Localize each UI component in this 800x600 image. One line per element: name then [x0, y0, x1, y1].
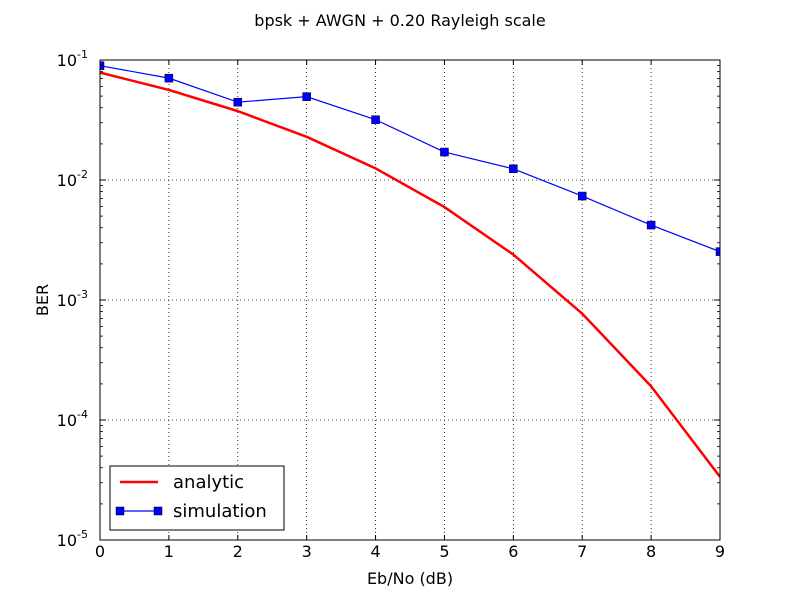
legend-marker [115, 506, 125, 516]
x-axis-label: Eb/No (dB) [367, 569, 453, 588]
series-line-analytic [100, 71, 720, 478]
series-layer [100, 61, 720, 478]
x-tick-label: 4 [370, 542, 380, 561]
data-point-simulation [371, 115, 380, 124]
legend-label-analytic: analytic [173, 472, 244, 493]
data-point-simulation [440, 147, 449, 157]
data-point-simulation [646, 220, 656, 230]
y-tick-label: 10-3 [57, 288, 88, 310]
x-tick-label: 7 [577, 542, 587, 561]
data-point-simulation [577, 191, 587, 201]
y-axis-label: BER [33, 284, 52, 316]
x-tick-label: 2 [233, 542, 243, 561]
y-tick-label: 10-1 [57, 48, 88, 70]
y-tick-label: 10-2 [57, 168, 88, 190]
series-line-simulation [100, 65, 720, 253]
data-point-simulation [509, 164, 518, 174]
y-tick-label: 10-5 [57, 528, 88, 550]
y-tick-label: 10-4 [57, 408, 88, 430]
legend-label-simulation: simulation [173, 501, 267, 522]
x-tick-label: 3 [302, 542, 312, 561]
data-point-simulation [715, 247, 720, 256]
x-tick-label: 8 [646, 542, 656, 561]
x-tick-label: 0 [95, 542, 105, 561]
legend-box [109, 465, 285, 531]
grid-lines [100, 60, 720, 540]
data-point-simulation [233, 97, 243, 107]
x-tick-label: 6 [508, 542, 518, 561]
data-point-simulation [164, 73, 174, 83]
x-tick-label: 9 [715, 542, 725, 561]
legend: analytic simulation [109, 465, 285, 531]
x-tick-label: 5 [439, 542, 449, 561]
legend-marker [153, 506, 163, 516]
axis-ticks: 0 1 2 3 4 5 6 7 8 9 10-1 10-2 10-3 10-4 10-5 [57, 48, 725, 561]
data-point-simulation [302, 92, 311, 101]
chart-title: bpsk + AWGN + 0.20 Rayleigh scale [254, 11, 545, 30]
x-tick-label: 1 [164, 542, 174, 561]
